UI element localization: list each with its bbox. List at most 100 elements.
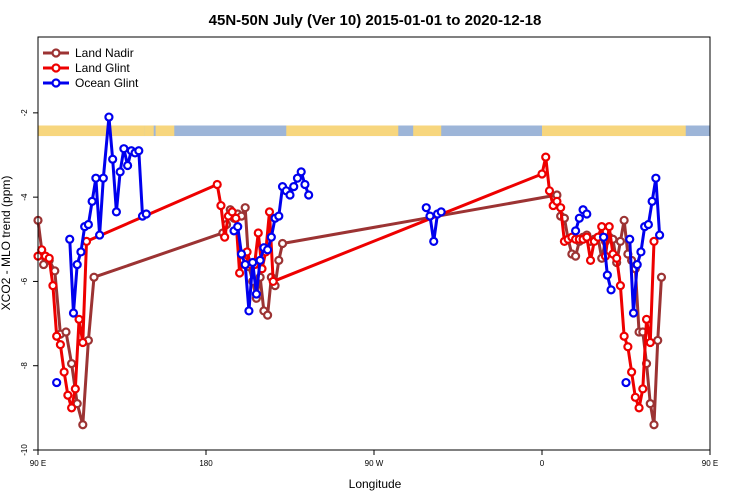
x-tick-label: 90 E [30,459,46,468]
data-point [253,228,263,238]
data-point [552,196,562,206]
data-point [628,308,639,318]
data-point [649,420,659,430]
data-point [285,190,295,200]
data-point [83,219,94,230]
data-point [615,236,626,246]
data-point [104,112,114,122]
data-point [63,390,73,400]
data-point [621,377,631,388]
data-point [597,222,607,232]
data-point [623,342,633,352]
data-point [647,196,657,206]
legend-item: Land Glint [43,61,130,75]
data-point [606,285,616,295]
legend-swatch-marker [51,48,61,58]
data-point [70,384,80,394]
data-point [141,209,151,219]
data-point [98,173,108,183]
data-point [556,203,566,213]
data-point [115,167,125,177]
data-point [274,255,284,265]
data-point [656,272,667,282]
data-point [634,403,644,413]
data-point [651,173,661,183]
data-point [277,238,288,249]
data-point [619,215,629,225]
data-point [598,232,609,242]
data-point [625,234,635,244]
data-point [570,226,581,236]
data-point [570,251,581,261]
data-point [216,200,226,211]
data-point [59,367,69,377]
data-point [76,247,86,257]
data-point [74,314,84,324]
data-point [66,359,77,369]
data-point [292,173,303,183]
legend-label: Land Glint [75,61,130,75]
y-tick-label: -4 [20,193,29,201]
data-point [645,337,655,348]
data-point [263,245,273,255]
data-point [268,276,278,287]
data-point [227,207,237,217]
data-point [251,289,261,299]
data-point [300,179,310,190]
data-point [630,392,640,402]
data-point [429,236,439,246]
data-point [72,259,82,270]
land-ocean-strip [38,125,710,137]
data-point [636,247,646,257]
data-point [436,207,446,217]
y-tick-label: -6 [20,277,29,285]
data-point [248,257,258,268]
data-point [653,335,663,346]
y-tick-label: -10 [20,444,29,456]
chart-title: 45N-50N July (Ver 10) 2015-01-01 to 2020… [209,12,542,29]
legend-item: Land Nadir [43,46,134,60]
data-point [641,314,652,324]
series-line [68,115,148,315]
data-point [544,186,555,196]
data-point [304,190,314,200]
data-point [65,234,75,244]
legend-swatch-marker [51,78,61,88]
series-line [36,155,656,410]
data-point [626,367,637,377]
data-point [122,160,133,171]
data-point [244,306,254,316]
data-point [602,270,612,280]
data-point [91,173,101,183]
data-point [78,420,88,430]
data-point [66,403,77,413]
data-point [236,249,247,259]
data-point [264,207,275,217]
data-point [55,340,66,350]
data-point [44,253,54,263]
data-point [111,207,122,217]
data-point [619,331,629,341]
data-point [68,308,79,318]
series-line [36,193,663,427]
data-point [537,169,547,179]
land-band [144,125,154,137]
data-point [582,209,592,219]
data-point [52,377,62,388]
legend-label: Ocean Glint [75,76,139,90]
data-point [612,253,622,263]
land-band [155,125,175,137]
data-point [108,154,118,164]
data-point [604,222,614,232]
data-point [425,211,435,221]
land-band [38,125,145,137]
data-point [274,211,284,221]
y-tick-label: -8 [20,362,29,370]
data-point [638,384,648,394]
data-point [235,268,245,278]
series-ocean-glint [52,112,665,388]
data-point [52,331,62,341]
plot-series [33,112,667,430]
data-point [615,281,626,291]
